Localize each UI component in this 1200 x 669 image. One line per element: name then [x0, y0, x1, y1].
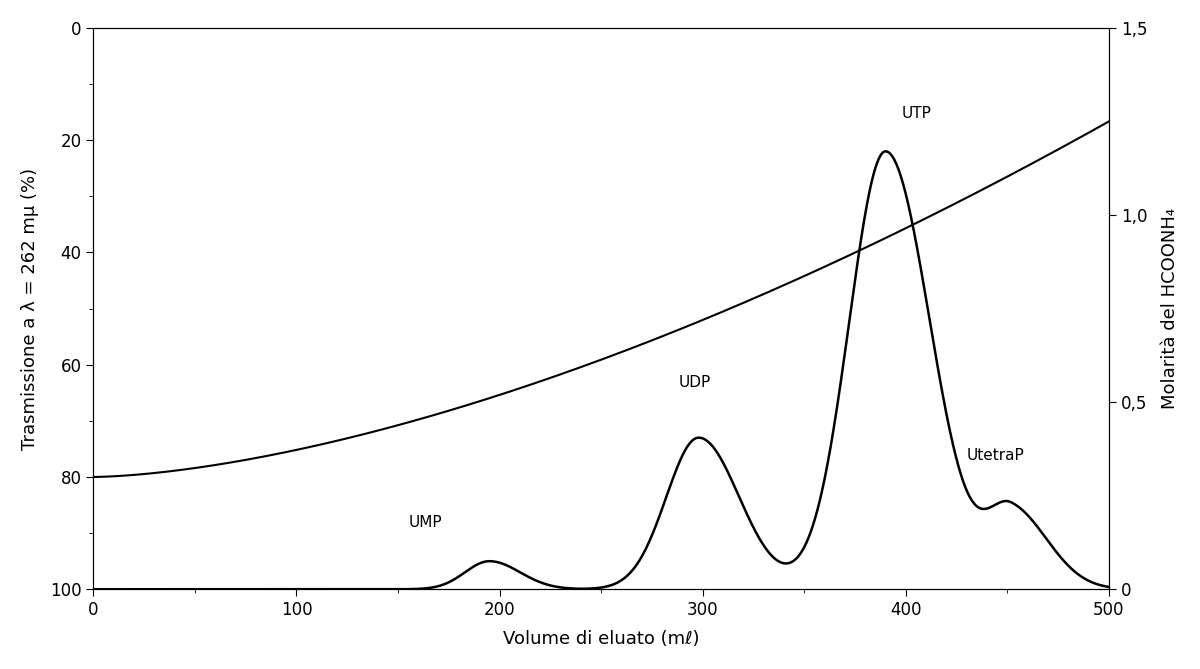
- Text: UTP: UTP: [901, 106, 931, 120]
- Y-axis label: Trasmissione a λ = 262 mµ (%): Trasmissione a λ = 262 mµ (%): [20, 167, 38, 450]
- X-axis label: Volume di eluato (mℓ): Volume di eluato (mℓ): [503, 630, 700, 648]
- Text: UDP: UDP: [678, 375, 710, 390]
- Y-axis label: Molarità del HCOONH₄: Molarità del HCOONH₄: [1162, 208, 1180, 409]
- Text: UtetraP: UtetraP: [967, 448, 1025, 463]
- Text: UMP: UMP: [408, 516, 442, 531]
